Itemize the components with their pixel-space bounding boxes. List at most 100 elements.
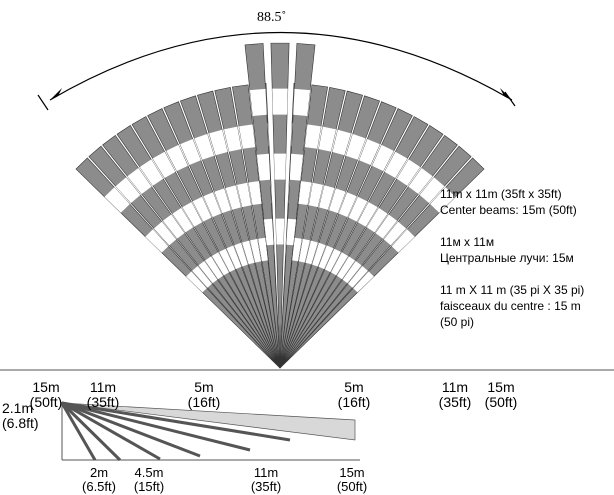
angle-tick-right bbox=[504, 91, 516, 107]
spec-line: (50 pi) bbox=[440, 315, 475, 329]
beam-gap bbox=[203, 192, 222, 218]
beam-gap bbox=[153, 221, 177, 246]
side-beam bbox=[180, 95, 281, 369]
beam-gap bbox=[186, 271, 207, 293]
beam-gap bbox=[408, 168, 433, 194]
range-right-11m: 11m (35ft) bbox=[425, 380, 485, 410]
side-beam bbox=[279, 134, 458, 369]
side-beam bbox=[102, 134, 281, 369]
beam-gap bbox=[104, 187, 130, 213]
range-left-5m: 5m (16ft) bbox=[174, 380, 234, 410]
range-feet: (50ft) bbox=[29, 394, 63, 410]
beam-gap bbox=[145, 229, 169, 253]
beam-gap bbox=[353, 271, 374, 293]
spec-line: 11 m X 11 m (35 pi X 35 pi) bbox=[440, 283, 585, 297]
side-beam bbox=[279, 86, 346, 369]
spec-line: faisceaux du centre : 15 m bbox=[440, 299, 581, 313]
range-feet: (50ft) bbox=[484, 394, 518, 410]
side-beam-far bbox=[61, 402, 356, 441]
beam-gap bbox=[298, 238, 310, 263]
side-beam bbox=[279, 90, 363, 369]
range-feet: (6.5ft) bbox=[82, 479, 116, 494]
range-meters: 11m bbox=[253, 465, 279, 480]
beam-gap bbox=[275, 218, 285, 245]
side-beam bbox=[131, 116, 281, 369]
beam-gap bbox=[172, 207, 194, 233]
beam-gap bbox=[226, 245, 242, 270]
side-beam bbox=[279, 125, 444, 369]
range-meters: 15m bbox=[487, 379, 515, 395]
side-beam bbox=[214, 86, 281, 369]
beam-gap bbox=[225, 185, 241, 210]
side-beam bbox=[88, 145, 281, 369]
side-beam bbox=[116, 125, 281, 369]
beam-gap bbox=[430, 187, 456, 213]
beam-gap bbox=[286, 218, 297, 246]
range-feet: (35ft) bbox=[438, 394, 472, 410]
beam-gap bbox=[274, 153, 286, 180]
side-beam bbox=[279, 116, 429, 369]
beam-gap bbox=[332, 129, 351, 156]
beam-gap bbox=[298, 181, 312, 205]
beam-gap bbox=[250, 238, 262, 263]
beam-gap bbox=[205, 256, 224, 280]
spec-line: Center beams: 15m (50ft) bbox=[440, 203, 577, 217]
range-meters: 11m bbox=[89, 379, 117, 395]
beam-gap bbox=[383, 221, 407, 246]
beam-gap bbox=[329, 188, 346, 214]
range-meters: 5m bbox=[194, 379, 214, 395]
beam-gap bbox=[289, 153, 304, 181]
beam-gap bbox=[345, 133, 366, 160]
side-range-11m: 11m (35ft) bbox=[240, 466, 292, 494]
beam-gap bbox=[396, 159, 421, 186]
center-beam bbox=[244, 43, 281, 369]
beam-gap bbox=[348, 196, 368, 222]
range-meters: 15m bbox=[32, 379, 60, 395]
side-beam bbox=[61, 401, 201, 458]
range-feet: (16ft) bbox=[187, 394, 221, 410]
side-beam bbox=[61, 401, 161, 461]
beam-gap bbox=[384, 151, 408, 178]
side-beam bbox=[163, 101, 281, 369]
beam-gap bbox=[338, 192, 357, 218]
range-meters: 5m bbox=[344, 379, 364, 395]
range-meters: 4.5m bbox=[134, 465, 164, 480]
beam-gap bbox=[336, 256, 355, 280]
beam-gap bbox=[366, 207, 388, 233]
beam-gap bbox=[419, 177, 445, 204]
side-range-15m: 15m (50ft) bbox=[326, 466, 378, 494]
beam-gap bbox=[192, 196, 212, 222]
beam-gap bbox=[192, 266, 212, 288]
range-left-11m: 11m (35ft) bbox=[73, 380, 133, 410]
beam-gap bbox=[180, 139, 201, 165]
height-feet: (6.8ft) bbox=[2, 415, 39, 431]
beam-gap bbox=[139, 159, 164, 186]
side-beam bbox=[60, 401, 122, 462]
side-beam bbox=[231, 84, 281, 369]
beam-gap bbox=[219, 248, 236, 273]
beam-gap bbox=[272, 88, 288, 115]
top-view-beams bbox=[75, 42, 485, 369]
beam-gap bbox=[242, 240, 255, 265]
range-feet: (15ft) bbox=[133, 479, 165, 494]
beam-gap bbox=[211, 252, 229, 276]
beam-gap bbox=[115, 177, 141, 204]
beam-gap bbox=[194, 133, 215, 160]
beam-gap bbox=[318, 126, 337, 152]
side-beam bbox=[279, 157, 485, 369]
range-right-5m: 5m (16ft) bbox=[324, 380, 384, 410]
angle-arc bbox=[49, 32, 513, 101]
beam-gap bbox=[348, 266, 368, 288]
range-left-15m: 15m (50ft) bbox=[16, 380, 76, 410]
range-feet: (35ft) bbox=[86, 394, 120, 410]
beam-gap bbox=[166, 144, 188, 172]
beam-gap bbox=[292, 237, 302, 262]
beam-gap bbox=[198, 261, 218, 284]
beam-gap bbox=[162, 214, 185, 239]
spec-block-russian: 11м x 11м Центральные лучи: 15м bbox=[440, 234, 574, 266]
beam-gap bbox=[304, 124, 321, 149]
beam-gap bbox=[293, 88, 311, 116]
side-beam bbox=[75, 157, 281, 369]
range-feet: (16ft) bbox=[337, 394, 371, 410]
